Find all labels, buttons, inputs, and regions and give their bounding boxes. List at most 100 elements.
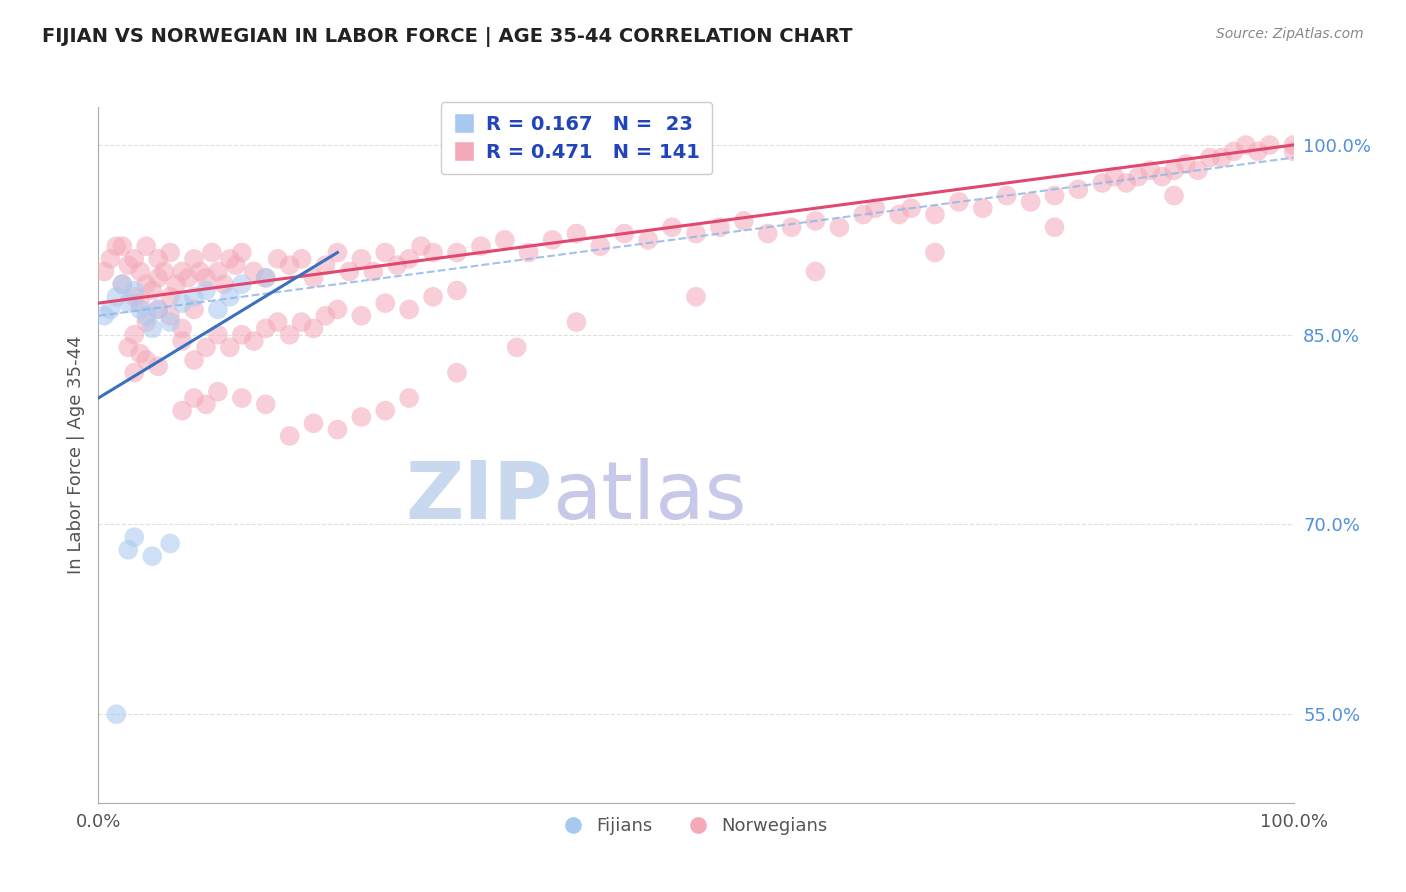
Point: [326, 423, 349, 437]
Point: [135, 315, 157, 329]
Point: [1258, 138, 1281, 153]
Point: [141, 549, 163, 563]
Point: [924, 208, 946, 222]
Point: [117, 542, 139, 557]
Point: [565, 227, 588, 241]
Point: [183, 353, 205, 368]
Point: [1043, 188, 1066, 202]
Point: [124, 284, 146, 298]
Point: [124, 327, 146, 342]
Point: [972, 201, 994, 215]
Point: [267, 252, 290, 266]
Point: [124, 366, 146, 380]
Point: [339, 264, 361, 278]
Point: [1234, 138, 1257, 153]
Point: [201, 245, 224, 260]
Point: [111, 239, 134, 253]
Point: [93, 264, 115, 278]
Point: [1128, 169, 1150, 184]
Point: [153, 264, 176, 278]
Point: [1211, 151, 1233, 165]
Point: [350, 309, 373, 323]
Point: [207, 327, 229, 342]
Point: [243, 334, 266, 348]
Point: [148, 359, 170, 374]
Point: [374, 245, 396, 260]
Point: [350, 409, 373, 424]
Point: [900, 201, 922, 215]
Point: [172, 321, 194, 335]
Point: [243, 264, 266, 278]
Point: [225, 258, 247, 272]
Point: [148, 302, 170, 317]
Point: [411, 239, 433, 253]
Point: [93, 309, 115, 323]
Point: [278, 429, 301, 443]
Point: [135, 277, 157, 292]
Text: FIJIAN VS NORWEGIAN IN LABOR FORCE | AGE 35-44 CORRELATION CHART: FIJIAN VS NORWEGIAN IN LABOR FORCE | AGE…: [42, 27, 852, 46]
Point: [1199, 151, 1222, 165]
Point: [129, 347, 152, 361]
Point: [212, 277, 235, 292]
Point: [446, 366, 468, 380]
Point: [995, 188, 1018, 202]
Point: [828, 220, 851, 235]
Point: [195, 397, 218, 411]
Point: [291, 315, 314, 329]
Point: [159, 290, 181, 304]
Legend: Fijians, Norwegians: Fijians, Norwegians: [557, 810, 835, 842]
Point: [159, 245, 181, 260]
Point: [565, 315, 588, 329]
Point: [141, 321, 163, 335]
Text: atlas: atlas: [553, 458, 747, 536]
Point: [159, 315, 181, 329]
Point: [1163, 188, 1185, 202]
Point: [172, 296, 194, 310]
Point: [278, 258, 301, 272]
Point: [613, 227, 636, 241]
Point: [865, 201, 887, 215]
Point: [1187, 163, 1209, 178]
Point: [159, 309, 181, 323]
Point: [637, 233, 659, 247]
Point: [219, 340, 242, 354]
Point: [231, 327, 253, 342]
Point: [105, 239, 128, 253]
Point: [172, 403, 194, 417]
Point: [315, 258, 337, 272]
Point: [124, 530, 146, 544]
Point: [1104, 169, 1126, 184]
Point: [889, 208, 911, 222]
Point: [105, 707, 128, 722]
Point: [422, 245, 444, 260]
Point: [685, 290, 707, 304]
Point: [685, 227, 707, 241]
Point: [129, 296, 152, 310]
Point: [804, 264, 827, 278]
Point: [165, 277, 187, 292]
Point: [446, 284, 468, 298]
Point: [1043, 220, 1066, 235]
Point: [254, 321, 277, 335]
Point: [852, 208, 875, 222]
Point: [326, 302, 349, 317]
Point: [315, 309, 337, 323]
Point: [422, 290, 444, 304]
Point: [1152, 169, 1174, 184]
Point: [1091, 176, 1114, 190]
Point: [1282, 145, 1305, 159]
Point: [231, 277, 253, 292]
Point: [506, 340, 529, 354]
Point: [254, 270, 277, 285]
Point: [231, 391, 253, 405]
Point: [183, 290, 205, 304]
Point: [148, 302, 170, 317]
Point: [135, 309, 157, 323]
Point: [541, 233, 564, 247]
Point: [804, 214, 827, 228]
Point: [195, 284, 218, 298]
Point: [948, 194, 970, 209]
Point: [756, 227, 779, 241]
Point: [374, 296, 396, 310]
Point: [195, 270, 218, 285]
